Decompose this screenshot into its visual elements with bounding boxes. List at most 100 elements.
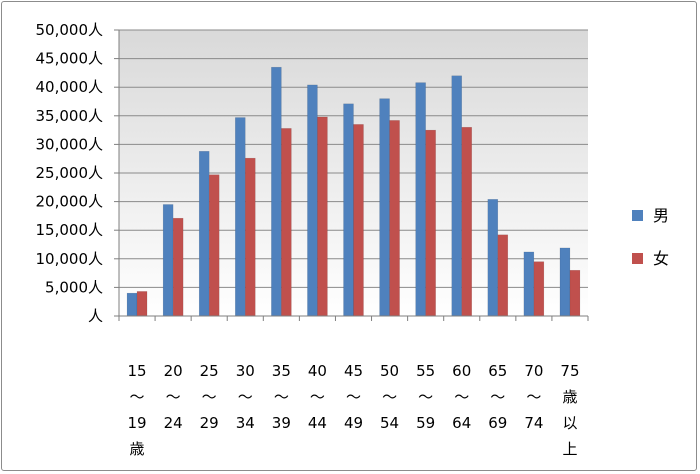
category-label-line: 〜 — [274, 388, 289, 406]
category-label-line: 40 — [308, 362, 327, 380]
category-label-line: 64 — [452, 414, 471, 432]
y-tick-label: 15,000人 — [36, 221, 104, 239]
category-label-line: 〜 — [454, 388, 469, 406]
bar-male — [451, 75, 462, 317]
x-category-labels: 15〜19歳20〜2425〜2930〜3435〜3940〜4445〜4950〜5… — [127, 362, 579, 458]
category-label-line: 以 — [562, 414, 577, 432]
category-label-line: 歳 — [130, 440, 145, 458]
y-tick-label: 10,000人 — [36, 250, 104, 268]
category-label-line: 15 — [127, 362, 146, 380]
y-tick-labels: 人 5,000人 10,000人 15,000人 20,000人 25,000人 30,00… — [36, 21, 104, 325]
category-label-line: 〜 — [490, 388, 505, 406]
category-label-line: 〜 — [382, 388, 397, 406]
category-label: 55 〜 59 — [416, 362, 435, 432]
category-label-line: 19 — [127, 414, 146, 432]
bar-female — [569, 269, 581, 317]
axes — [114, 29, 589, 321]
category-label: 20 〜 24 — [164, 362, 183, 432]
category-label-line: 55 — [416, 362, 435, 380]
bar-female — [317, 116, 328, 317]
category-label-line: 65 — [488, 362, 507, 380]
bar-male — [415, 82, 426, 317]
bar-female — [136, 291, 148, 317]
category-label-line: 39 — [272, 414, 291, 432]
category-label-line: 69 — [488, 414, 507, 432]
bar-female — [281, 128, 292, 317]
category-label-line: 20 — [164, 362, 183, 380]
category-label-line: 34 — [236, 414, 255, 432]
bar-male — [126, 292, 138, 317]
category-label-line: 〜 — [346, 388, 361, 406]
category-label: 70 〜 74 — [524, 362, 543, 432]
category-label: 45 〜 49 — [344, 362, 363, 432]
category-label-line: 49 — [344, 414, 363, 432]
bar-male — [487, 199, 499, 317]
category-label-line: 45 — [344, 362, 363, 380]
y-tick-label: 45,000人 — [36, 50, 104, 68]
category-label: 15 〜 19 歳 — [127, 362, 146, 458]
bar-female — [461, 126, 472, 317]
bar-female — [172, 217, 184, 317]
legend-label: 男 — [653, 206, 669, 225]
category-label: 50 〜 54 — [380, 362, 399, 432]
legend-swatch — [632, 253, 643, 264]
bar-female — [245, 157, 256, 317]
category-label-line: 歳 — [562, 388, 577, 406]
category-label-line: 60 — [452, 362, 471, 380]
category-label-line: 〜 — [526, 388, 541, 406]
y-tick-label: 40,000人 — [36, 78, 104, 96]
category-label: 25 〜 29 — [200, 362, 219, 432]
bar-male — [271, 66, 282, 317]
y-tick-label: 25,000人 — [36, 164, 104, 182]
y-tick-label: 50,000人 — [36, 21, 104, 39]
y-tick-label: 30,000人 — [36, 135, 104, 153]
y-tick-label: 人 — [88, 307, 103, 325]
y-tick-label: 5,000人 — [45, 278, 103, 296]
bar-female — [497, 234, 509, 317]
category-label-line: 上 — [562, 440, 577, 458]
legend-label: 女 — [653, 249, 669, 268]
category-label-line: 24 — [164, 414, 183, 432]
category-label-line: 35 — [272, 362, 291, 380]
bar-male — [307, 84, 318, 317]
legend: 男女 — [632, 206, 669, 268]
bar-male — [235, 117, 246, 317]
category-label-line: 54 — [380, 414, 399, 432]
y-tick-label: 35,000人 — [36, 107, 104, 125]
bar-male — [162, 204, 174, 317]
bar-male — [198, 151, 210, 317]
category-label-line: 〜 — [238, 388, 253, 406]
bar-female — [208, 174, 220, 317]
bar-male — [379, 98, 390, 317]
bar-male — [559, 247, 571, 317]
category-label-line: 30 — [236, 362, 255, 380]
bar-female — [425, 129, 436, 317]
category-label-line: 25 — [200, 362, 219, 380]
y-tick-label: 20,000人 — [36, 193, 104, 211]
category-label-line: 75 — [560, 362, 579, 380]
category-label-line: 59 — [416, 414, 435, 432]
category-label: 75 歳以上 — [560, 362, 579, 458]
bar-male — [523, 251, 535, 317]
category-label: 35 〜 39 — [272, 362, 291, 432]
category-label: 30 〜 34 — [236, 362, 255, 432]
category-label-line: 〜 — [310, 388, 325, 406]
bar-female — [533, 261, 545, 317]
category-label-line: 29 — [200, 414, 219, 432]
category-label-line: 〜 — [418, 388, 433, 406]
category-label-line: 70 — [524, 362, 543, 380]
category-label-line: 50 — [380, 362, 399, 380]
category-label-line: 44 — [308, 414, 327, 432]
bar-male — [343, 103, 354, 317]
category-label-line: 〜 — [130, 388, 145, 406]
category-label: 65 〜 69 — [488, 362, 507, 432]
legend-swatch — [632, 210, 643, 221]
bar-female — [353, 124, 364, 317]
category-label-line: 74 — [524, 414, 543, 432]
category-label-line: 〜 — [166, 388, 181, 406]
category-label: 40 〜 44 — [308, 362, 327, 432]
category-label-line: 〜 — [202, 388, 217, 406]
bar-female — [389, 120, 400, 317]
